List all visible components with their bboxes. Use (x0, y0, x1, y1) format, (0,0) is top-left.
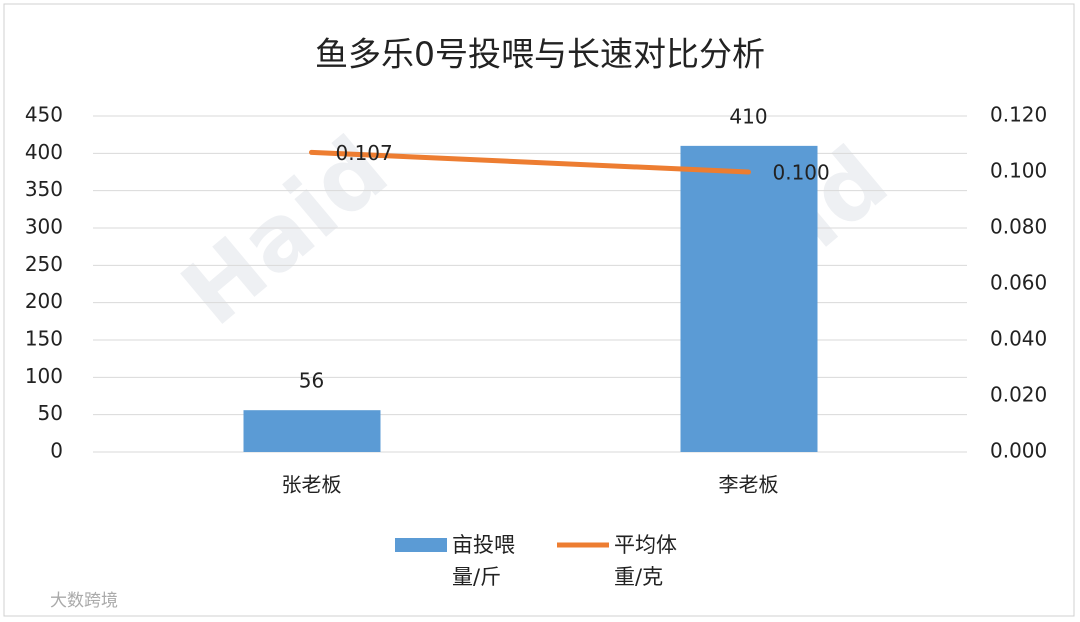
y-tick-label: 150 (25, 327, 63, 351)
y2-tick-label: 0.060 (990, 271, 1047, 295)
y-tick-label: 50 (38, 401, 63, 425)
y2-tick-label: 0.020 (990, 383, 1047, 407)
bar (680, 145, 818, 452)
y-tick-label: 450 (25, 103, 63, 127)
bar (243, 410, 381, 452)
y2-tick-label: 0.100 (990, 159, 1047, 183)
y-tick-label: 350 (25, 177, 63, 201)
y2-tick-label: 0.120 (990, 103, 1047, 127)
line (309, 149, 751, 175)
y2-tick-label: 0.040 (990, 327, 1047, 351)
y-tick-label: 300 (25, 215, 63, 239)
data-label: 410 (729, 104, 767, 128)
data-label: 56 (299, 369, 324, 393)
y-tick-label: 400 (25, 140, 63, 164)
x-tick-label: 李老板 (719, 473, 779, 497)
y-tick-label: 100 (25, 364, 63, 388)
data-label: 0.100 (773, 161, 830, 185)
y-tick-label: 0 (50, 439, 63, 463)
y2-tick-label: 0.000 (990, 439, 1047, 463)
legend-label: 亩投喂量/斤 (452, 533, 515, 589)
legend-swatch (395, 538, 447, 552)
chart-title: 鱼多乐0号投喂与长速对比分析 (315, 35, 765, 74)
footer-mark: 大数跨境 (50, 591, 118, 611)
legend-label: 平均体重/克 (614, 533, 677, 589)
y2-tick-label: 0.080 (990, 215, 1047, 239)
y-tick-label: 200 (25, 289, 63, 313)
chart-frame (3, 3, 1075, 617)
x-tick-label: 张老板 (282, 473, 342, 497)
y-tick-label: 250 (25, 252, 63, 276)
data-label: 0.107 (336, 141, 393, 165)
